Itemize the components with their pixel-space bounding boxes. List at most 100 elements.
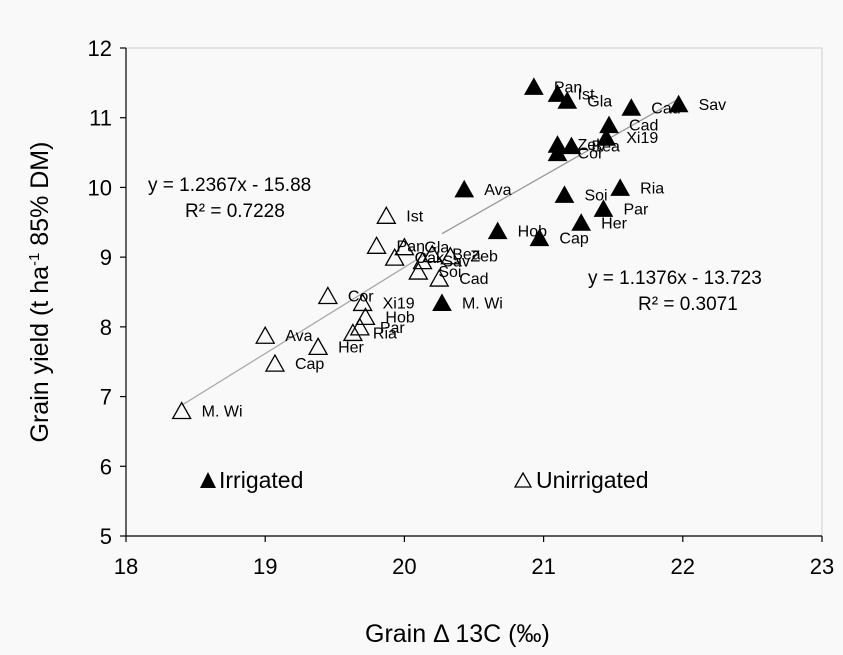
point-unirrigated [429, 268, 450, 287]
point-unirrigated [408, 261, 429, 280]
point-irrigated [593, 199, 614, 217]
point-irrigated [668, 94, 689, 113]
point-label-irrigated: Gla [587, 93, 612, 110]
point-label-unirrigated: Sav [442, 254, 470, 271]
axes: 18 19 20 21 22 23 5 6 7 8 9 10 11 12 [88, 36, 835, 579]
y-tick-label: 12 [88, 36, 112, 61]
point-irrigated [599, 115, 619, 134]
point-label-irrigated: Cor [578, 146, 604, 163]
point-label-irrigated: Par [623, 201, 649, 218]
point-label-unirrigated: Her [338, 339, 364, 356]
point-unirrigated [394, 237, 415, 256]
point-unirrigated [376, 205, 397, 224]
point-label-irrigated: Sav [699, 97, 727, 114]
x-tick-label: 23 [810, 554, 834, 579]
equation-irrigated: y = 1.1376x - 13.723 [588, 268, 762, 289]
x-axis-title-delta: Δ [433, 620, 449, 648]
equation-unirrigated: y = 1.2367x - 15.88 [148, 175, 311, 196]
x-tick-label: 18 [114, 554, 138, 579]
point-unirrigated [342, 323, 364, 342]
y-tick-label: 6 [100, 454, 112, 479]
y-tick-label: 5 [100, 524, 112, 549]
point-irrigated [621, 98, 642, 116]
y-axis-title-superscript: -1 [26, 253, 43, 266]
legend-unirrigated-marker-icon [513, 471, 533, 488]
y-axis-title-tail: 85% DM) [26, 142, 54, 253]
point-irrigated [529, 228, 550, 247]
point-label-unirrigated: Cap [295, 356, 324, 373]
plot-frame [125, 47, 823, 537]
point-label-unirrigated: Gla [424, 240, 449, 257]
y-axis-title-main: Grain yield (t ha [26, 266, 54, 443]
point-label-unirrigated: Ist [406, 208, 423, 225]
point-label-unirrigated: Par [380, 320, 406, 337]
point-label-unirrigated: M. Wi [202, 404, 243, 421]
point-irrigated [524, 77, 544, 95]
y-tick-label: 9 [100, 245, 112, 270]
y-tick-label: 11 [89, 106, 112, 131]
point-unirrigated [422, 244, 443, 263]
x-tick-label: 20 [392, 554, 416, 579]
point-label-unirrigated: Ria [373, 325, 397, 342]
x-axis-title-suffix: 13C (‰) [448, 620, 549, 648]
point-label-irrigated: Zeb [578, 137, 606, 154]
y-axis-title: Grain yield (t ha-1 85% DM) [26, 142, 54, 443]
point-label-unirrigated: Hob [385, 309, 414, 326]
x-axis-title-prefix: Grain [365, 620, 433, 648]
point-label-unirrigated: Bea [452, 247, 481, 264]
point-label-unirrigated: Xi19 [383, 295, 415, 312]
point-unirrigated [171, 401, 192, 420]
point-label-irrigated: Cap [559, 231, 588, 248]
point-label-unirrigated: Zeb [470, 249, 498, 266]
point-irrigated [547, 84, 568, 102]
point-irrigated [487, 221, 508, 240]
trendline-unirrigated [181, 245, 440, 406]
point-unirrigated [412, 251, 433, 270]
point-irrigated [547, 143, 568, 162]
point-label-irrigated: Ava [484, 182, 511, 199]
point-irrigated [596, 128, 617, 146]
legend-irrigated-label: Irrigated [219, 467, 303, 493]
point-unirrigated [255, 325, 276, 344]
point-unirrigated [384, 247, 405, 266]
point-unirrigated [264, 353, 286, 372]
point-label-unirrigated: Pan [397, 238, 425, 255]
point-label-irrigated: Ist [578, 86, 595, 103]
point-label-irrigated: Ria [640, 180, 664, 197]
x-axis-title: Grain Δ 13C (‰) [365, 620, 550, 648]
trendline-irrigated [441, 98, 679, 235]
legend: Irrigated Unirrigated [200, 467, 649, 493]
point-label-irrigated: Her [601, 215, 627, 232]
point-label-irrigated: M. Wi [462, 295, 503, 312]
point-unirrigated [307, 337, 329, 356]
r-squared-unirrigated: R² = 0.7228 [185, 201, 285, 222]
point-unirrigated [355, 307, 376, 326]
point-irrigated [557, 91, 578, 109]
point-irrigated [554, 185, 575, 203]
point-label-unirrigated: Soi [438, 264, 461, 281]
x-tick-label: 19 [253, 554, 277, 579]
point-unirrigated [440, 246, 461, 265]
x-tick-label: 21 [531, 554, 555, 579]
point-label-irrigated: Xi19 [626, 130, 658, 147]
point-unirrigated [349, 317, 370, 336]
point-irrigated [571, 213, 592, 231]
point-label-unirrigated: Cad [459, 271, 488, 288]
legend-irrigated-marker-icon [200, 472, 216, 488]
y-tick-label: 7 [100, 385, 112, 410]
point-unirrigated [352, 293, 373, 312]
trendlines [181, 98, 679, 406]
x-tick-label: 22 [671, 554, 695, 579]
legend-unirrigated-label: Unirrigated [536, 467, 649, 493]
point-label-unirrigated: Ava [285, 328, 312, 345]
point-irrigated [561, 136, 582, 155]
y-tick-label: 10 [88, 175, 112, 200]
point-irrigated [454, 179, 475, 198]
point-irrigated [610, 178, 631, 196]
r-squared-irrigated: R² = 0.3071 [638, 294, 738, 315]
point-label-irrigated: Soi [584, 187, 607, 204]
